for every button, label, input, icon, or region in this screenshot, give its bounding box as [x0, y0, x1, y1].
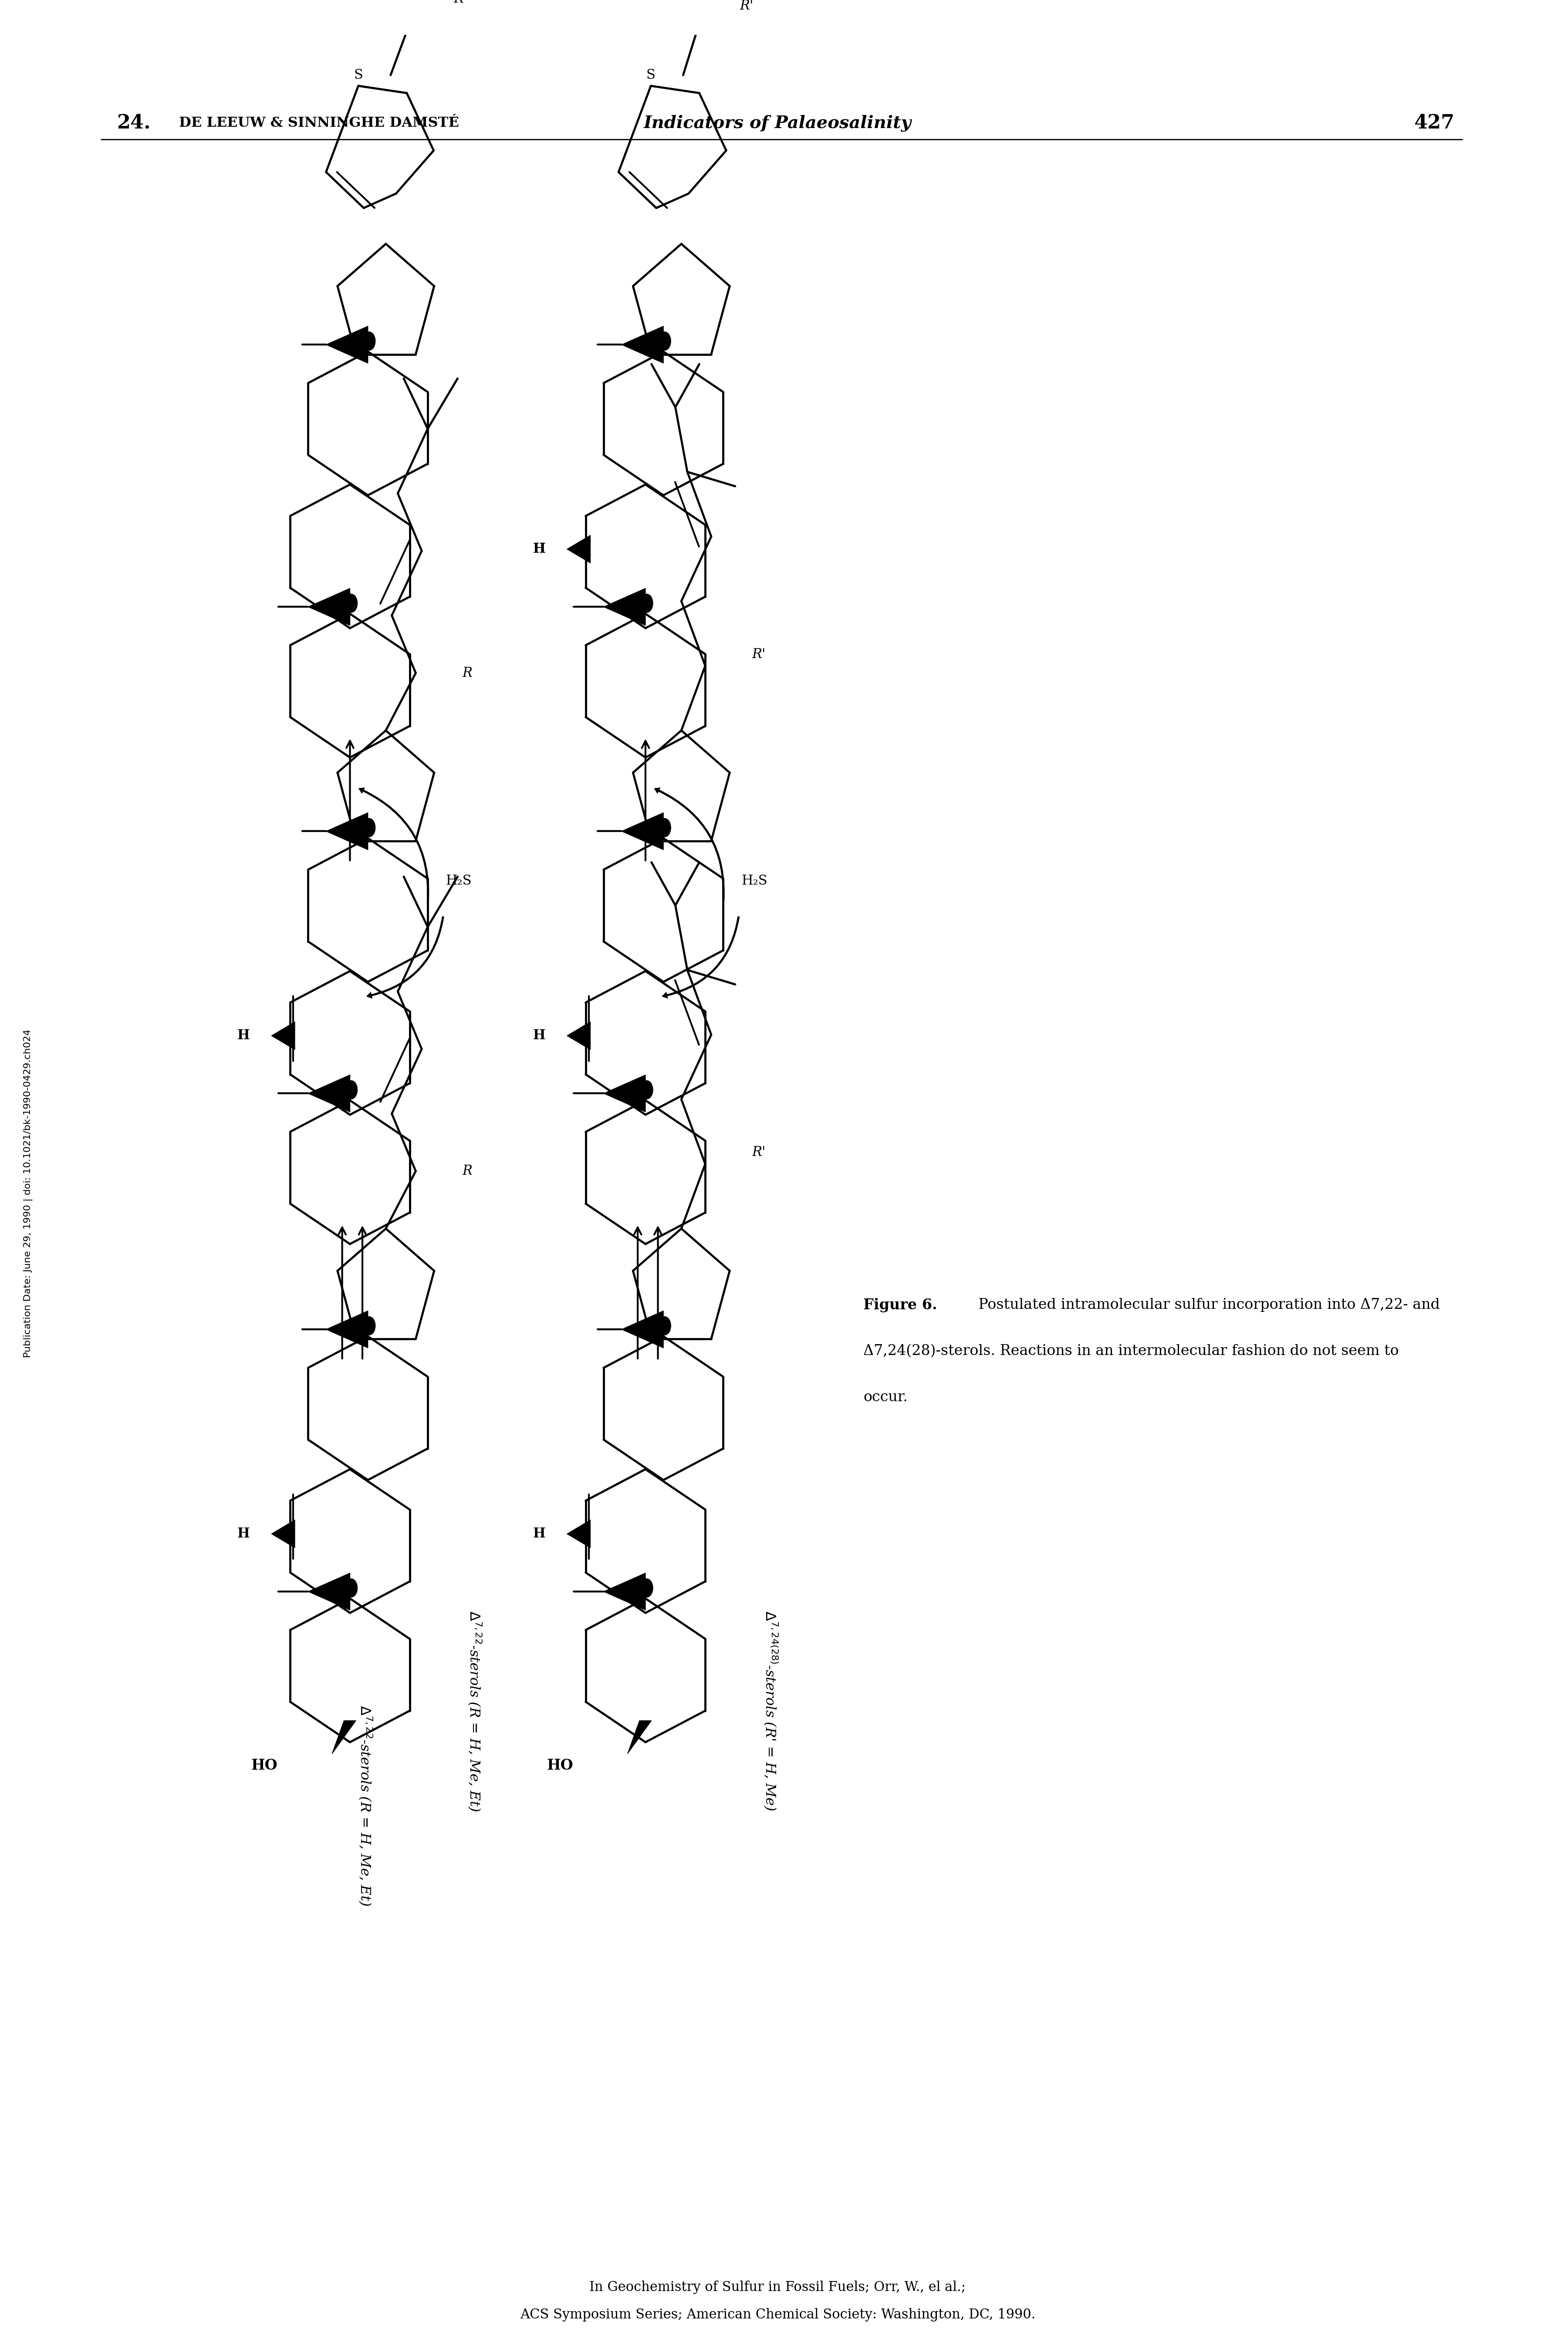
Circle shape [345, 595, 358, 612]
Polygon shape [271, 1021, 295, 1049]
Polygon shape [604, 1573, 646, 1611]
Text: H: H [533, 543, 546, 555]
Text: R': R' [753, 647, 765, 661]
Text: Figure 6.: Figure 6. [864, 1298, 938, 1312]
Text: R': R' [740, 0, 754, 12]
Polygon shape [307, 1075, 350, 1112]
Circle shape [659, 332, 671, 350]
Circle shape [640, 595, 652, 612]
Text: Indicators of Palaeosalinity: Indicators of Palaeosalinity [644, 115, 911, 132]
Circle shape [659, 1317, 671, 1336]
Text: H: H [533, 1526, 546, 1541]
Polygon shape [326, 814, 368, 849]
Text: 24.: 24. [116, 113, 151, 132]
Polygon shape [568, 1021, 590, 1049]
Polygon shape [271, 1519, 295, 1548]
Text: H: H [533, 1028, 546, 1042]
Polygon shape [604, 588, 646, 626]
Text: occur.: occur. [864, 1390, 908, 1404]
Text: 427: 427 [1414, 113, 1454, 132]
Text: $\Delta^{7,22}$-sterols (R = H, Me, Et): $\Delta^{7,22}$-sterols (R = H, Me, Et) [358, 1705, 373, 1905]
Circle shape [640, 1080, 652, 1098]
Circle shape [640, 1578, 652, 1597]
FancyArrowPatch shape [662, 917, 740, 997]
Text: H₂S: H₂S [445, 875, 472, 887]
Text: R: R [463, 1164, 472, 1178]
FancyArrowPatch shape [654, 788, 724, 903]
Polygon shape [621, 1310, 663, 1348]
Circle shape [345, 1080, 358, 1098]
Polygon shape [326, 327, 368, 362]
FancyArrowPatch shape [367, 917, 444, 997]
Text: H: H [237, 1526, 249, 1541]
Polygon shape [332, 1722, 356, 1755]
Polygon shape [627, 1722, 651, 1755]
Circle shape [362, 1317, 375, 1336]
Text: DE LEEUW & SINNINGHE DAMSTÉ: DE LEEUW & SINNINGHE DAMSTÉ [179, 115, 459, 129]
Polygon shape [604, 1075, 646, 1112]
Text: Publication Date: June 29, 1990 | doi: 10.1021/bk-1990-0429.ch024: Publication Date: June 29, 1990 | doi: 1… [24, 1030, 33, 1357]
Polygon shape [621, 814, 663, 849]
FancyArrowPatch shape [359, 788, 430, 903]
Polygon shape [568, 1519, 590, 1548]
Text: Postulated intramolecular sulfur incorporation into Δ7,22- and: Postulated intramolecular sulfur incorpo… [969, 1298, 1439, 1312]
Text: $\Delta^{7,24(28)}$-sterols (R' = H, Me): $\Delta^{7,24(28)}$-sterols (R' = H, Me) [762, 1611, 779, 1811]
Text: H₂S: H₂S [742, 875, 767, 887]
Text: H: H [237, 1028, 249, 1042]
Polygon shape [621, 327, 663, 362]
Text: S: S [354, 68, 362, 82]
Polygon shape [307, 1573, 350, 1611]
Text: HO: HO [251, 1759, 278, 1773]
Text: R: R [463, 666, 472, 680]
Polygon shape [307, 588, 350, 626]
Circle shape [362, 332, 375, 350]
Text: Δ7,24(28)-sterols. Reactions in an intermolecular fashion do not seem to: Δ7,24(28)-sterols. Reactions in an inter… [864, 1343, 1399, 1357]
Circle shape [362, 818, 375, 837]
Text: ACS Symposium Series; American Chemical Society: Washington, DC, 1990.: ACS Symposium Series; American Chemical … [521, 2307, 1035, 2321]
Polygon shape [568, 536, 590, 562]
Text: H: H [533, 543, 546, 555]
Text: In Geochemistry of Sulfur in Fossil Fuels; Orr, W., el al.;: In Geochemistry of Sulfur in Fossil Fuel… [590, 2281, 966, 2293]
Text: R: R [453, 0, 464, 5]
Text: R': R' [753, 1145, 765, 1160]
Polygon shape [326, 1310, 368, 1348]
Text: HO: HO [547, 1759, 572, 1773]
Text: $\Delta^{7,22}$-sterols (R = H, Me, Et): $\Delta^{7,22}$-sterols (R = H, Me, Et) [467, 1611, 483, 1811]
Circle shape [345, 1578, 358, 1597]
Text: S: S [646, 68, 655, 82]
Circle shape [659, 818, 671, 837]
